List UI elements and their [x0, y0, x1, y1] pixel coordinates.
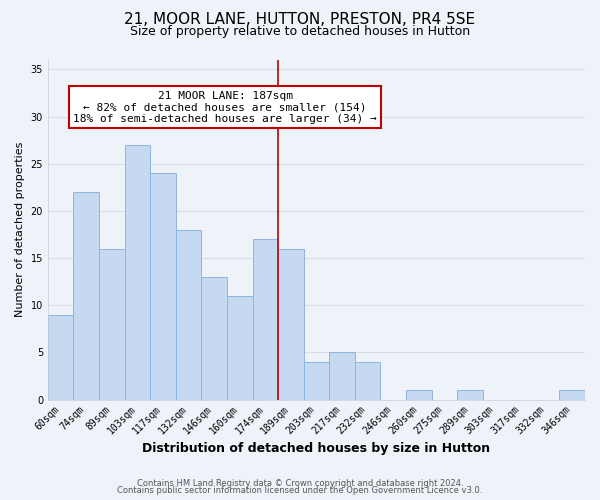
Y-axis label: Number of detached properties: Number of detached properties — [15, 142, 25, 318]
Bar — [125, 145, 150, 400]
Bar — [253, 239, 278, 400]
Text: 21, MOOR LANE, HUTTON, PRESTON, PR4 5SE: 21, MOOR LANE, HUTTON, PRESTON, PR4 5SE — [124, 12, 476, 28]
Bar — [227, 296, 253, 400]
Bar — [278, 248, 304, 400]
Text: Contains HM Land Registry data © Crown copyright and database right 2024.: Contains HM Land Registry data © Crown c… — [137, 478, 463, 488]
Bar — [355, 362, 380, 400]
Text: Contains public sector information licensed under the Open Government Licence v3: Contains public sector information licen… — [118, 486, 482, 495]
Bar — [99, 248, 125, 400]
Bar — [457, 390, 482, 400]
X-axis label: Distribution of detached houses by size in Hutton: Distribution of detached houses by size … — [142, 442, 491, 455]
Bar — [406, 390, 431, 400]
Text: 21 MOOR LANE: 187sqm
← 82% of detached houses are smaller (154)
18% of semi-deta: 21 MOOR LANE: 187sqm ← 82% of detached h… — [73, 90, 377, 124]
Bar — [202, 277, 227, 400]
Bar — [559, 390, 585, 400]
Bar — [73, 192, 99, 400]
Bar — [48, 314, 73, 400]
Bar — [304, 362, 329, 400]
Bar — [150, 173, 176, 400]
Text: Size of property relative to detached houses in Hutton: Size of property relative to detached ho… — [130, 25, 470, 38]
Bar — [329, 352, 355, 400]
Bar — [176, 230, 202, 400]
